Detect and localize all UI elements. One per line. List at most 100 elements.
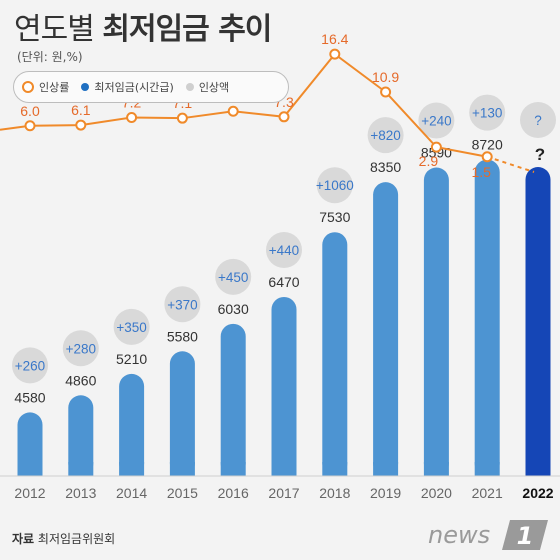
title-bold: 최저임금 추이 (102, 12, 272, 47)
rate-marker-2017 (278, 111, 290, 123)
wage-label-2018: 7530 (319, 209, 350, 225)
source-note: 자료 최저임금위원회 (12, 530, 115, 547)
wage-label-2014: 5210 (116, 351, 147, 367)
increase-label-2019: +820 (370, 128, 400, 143)
source-name: 최저임금위원회 (37, 532, 116, 546)
increase-label-2020: +240 (421, 114, 451, 129)
wage-label-2012: 4580 (14, 389, 45, 405)
x-tick-2012: 2012 (14, 485, 45, 501)
x-tick-2014: 2014 (116, 485, 147, 501)
wage-label-2022: ? (535, 145, 545, 164)
bar-base-2020 (423, 462, 449, 476)
increase-label-2014: +350 (116, 320, 146, 335)
rate-marker-2018 (329, 48, 341, 60)
wage-label-2013: 4860 (65, 372, 96, 388)
increase-label-2021: +130 (472, 106, 502, 121)
bar-base-2016 (220, 462, 246, 476)
rate-marker-2019 (380, 86, 392, 98)
bar-base-2013 (68, 462, 94, 476)
legend-label-increase: 인상액 (198, 81, 230, 94)
legend-marker-rate (22, 81, 34, 93)
legend: 인상률 최저임금(시간급) 인상액 (13, 71, 289, 103)
bar-base-2012 (17, 462, 43, 476)
bar-base-2018 (322, 462, 348, 476)
bar-base-2021 (474, 462, 500, 476)
bar-base-2017 (271, 462, 297, 476)
rate-label-2019: 10.9 (372, 69, 399, 85)
bar-base-2019 (373, 462, 399, 476)
increase-label-2015: +370 (167, 297, 197, 312)
source-label: 자료 (12, 532, 35, 546)
x-tick-2015: 2015 (167, 485, 198, 501)
increase-bubble-2019 (367, 117, 404, 154)
bar-2019 (373, 182, 399, 476)
increase-label-2018: +1060 (316, 178, 354, 193)
bar-2015 (169, 351, 195, 476)
wage-label-2015: 5580 (167, 328, 198, 344)
title-light: 연도별 (14, 12, 95, 47)
news1-logo: news 1 (428, 520, 548, 550)
x-tick-2022: 2022 (522, 485, 553, 501)
rate-marker-2015 (176, 112, 188, 124)
bar-2012 (17, 412, 43, 476)
bar-base-2014 (119, 462, 145, 476)
legend-label-wage: 최저임금(시간급) (94, 81, 174, 94)
unit-label: (단위: 원,%) (17, 50, 83, 64)
rate-marker-2016 (227, 105, 239, 117)
rate-marker-2020 (430, 141, 442, 153)
rate-label-2013: 6.1 (71, 102, 91, 118)
increase-bubble-2022 (520, 102, 556, 138)
bar-2022 (525, 167, 551, 476)
rate-marker-2021 (481, 151, 493, 163)
increase-bubble-2012 (12, 347, 48, 384)
bar-2016 (220, 323, 246, 476)
logo-badge (502, 520, 548, 550)
bar-base-2015 (169, 462, 195, 476)
rate-label-2020: 2.9 (419, 153, 439, 169)
x-tick-2018: 2018 (319, 485, 350, 501)
wage-label-2017: 6470 (268, 274, 299, 290)
rate-label-2021: 1.5 (471, 164, 491, 180)
legend-marker-wage (81, 83, 90, 91)
bar-2017 (271, 296, 297, 476)
x-tick-2020: 2020 (421, 485, 452, 501)
rate-marker-2013 (75, 119, 87, 131)
legend-label-rate: 인상률 (39, 81, 70, 94)
increase-label-2022: ? (534, 113, 542, 128)
logo-text: news (428, 521, 490, 549)
bar-2014 (119, 373, 145, 476)
increase-bubble-2018 (316, 167, 353, 204)
bar-base-2022 (525, 462, 551, 476)
bar-2018 (322, 232, 348, 476)
legend-item-rate: 인상률 (22, 79, 69, 95)
legend-marker-increase (185, 83, 194, 91)
increase-label-2012: +260 (15, 358, 45, 373)
wage-label-2019: 8350 (370, 159, 401, 175)
rate-marker-2012 (24, 120, 36, 132)
increase-bubble-2015 (164, 286, 201, 323)
x-tick-2017: 2017 (268, 485, 299, 501)
rate-label-2012: 6.0 (20, 103, 40, 119)
increase-label-2017: +440 (269, 243, 299, 258)
x-tick-2016: 2016 (218, 485, 249, 501)
rate-line-projection (486, 155, 535, 173)
rate-label-2018: 16.4 (321, 31, 348, 47)
x-tick-2021: 2021 (472, 485, 503, 501)
x-tick-2013: 2013 (65, 485, 96, 501)
increase-label-2013: +280 (66, 341, 96, 356)
increase-bubble-2020 (418, 102, 455, 139)
bar-2020 (423, 167, 449, 476)
increase-label-2016: +450 (218, 270, 248, 285)
increase-bubble-2021 (469, 94, 506, 131)
legend-item-increase: 인상액 (185, 79, 230, 95)
increase-bubble-2017 (266, 231, 302, 268)
legend-item-wage: 최저임금(시간급) (81, 79, 174, 95)
x-tick-2019: 2019 (370, 485, 401, 501)
wage-label-2021: 8720 (472, 137, 503, 153)
increase-bubble-2014 (113, 308, 150, 345)
wage-label-2016: 6030 (218, 301, 249, 317)
bar-2021 (474, 159, 500, 476)
rate-marker-2014 (126, 111, 138, 123)
